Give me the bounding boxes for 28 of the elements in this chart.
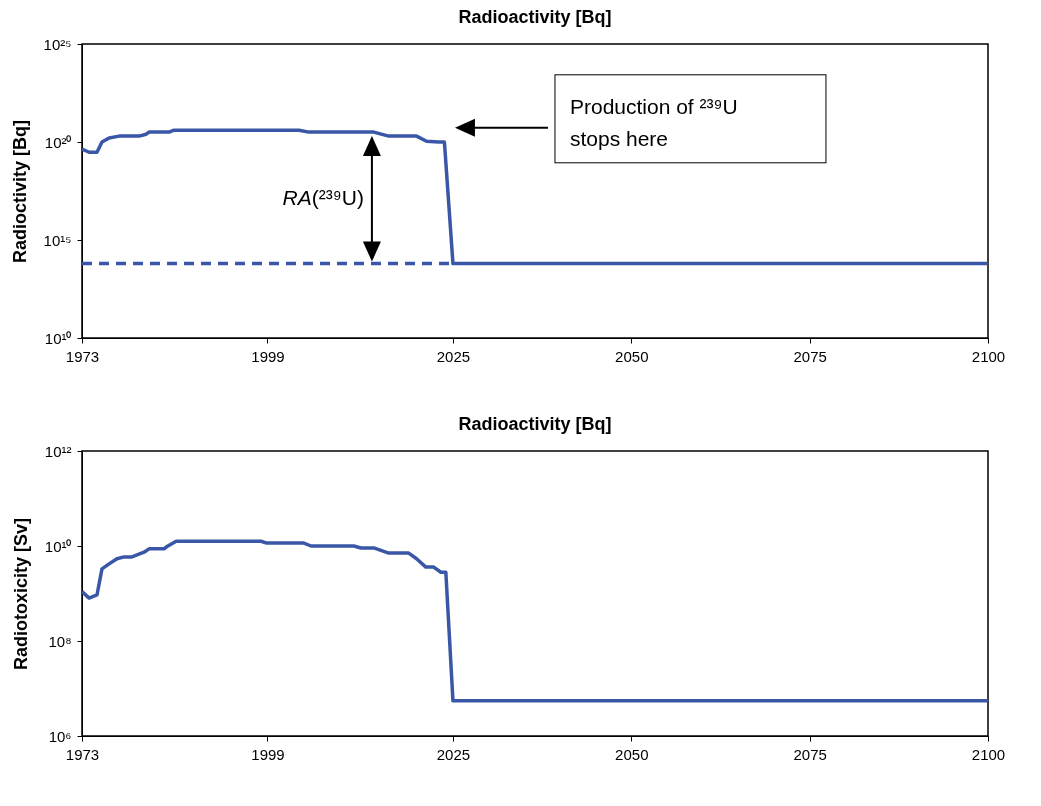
chart-title: Radioactivity [Bq] — [458, 414, 612, 434]
x-tick-label: 1999 — [251, 745, 285, 763]
x-tick-label: 2025 — [436, 745, 471, 763]
x-tick-label: 2050 — [615, 347, 649, 365]
y-tick-label: 10⁸ — [48, 632, 72, 650]
x-tick-label: 2100 — [971, 347, 1006, 365]
y-tick-label: 10¹⁰ — [44, 537, 72, 555]
x-tick-label: 1999 — [251, 347, 285, 365]
x-tick-label: 1973 — [65, 347, 100, 365]
y-tick-label: 10⁶ — [48, 727, 72, 745]
annotation: Production of ²³⁹U stops here — [569, 95, 738, 151]
x-tick-label: 2075 — [793, 347, 827, 365]
chart-title: Radioactivity [Bq] — [458, 7, 612, 27]
x-tick-label: 2025 — [436, 347, 471, 365]
x-tick-label: 2075 — [793, 745, 827, 763]
annotation: RA(²³⁹U) — [282, 185, 364, 209]
line-series — [82, 128, 988, 266]
x-tick-label: 2100 — [971, 745, 1006, 763]
y-axis-title: Radiotoxicity [Sv] — [10, 517, 31, 671]
y-tick-label: 10¹⁵ — [43, 231, 72, 249]
y-tick-label: 10¹⁰ — [44, 329, 72, 347]
y-tick-label: 10¹² — [44, 442, 72, 460]
y-axis-title: Radioctivity [Bq] — [9, 119, 30, 264]
y-tick-label: 10²⁰ — [44, 133, 72, 151]
x-tick-label: 1973 — [65, 745, 100, 763]
y-tick-label: 10²⁵ — [43, 35, 72, 53]
line-series — [82, 539, 988, 703]
x-tick-label: 2050 — [615, 745, 649, 763]
